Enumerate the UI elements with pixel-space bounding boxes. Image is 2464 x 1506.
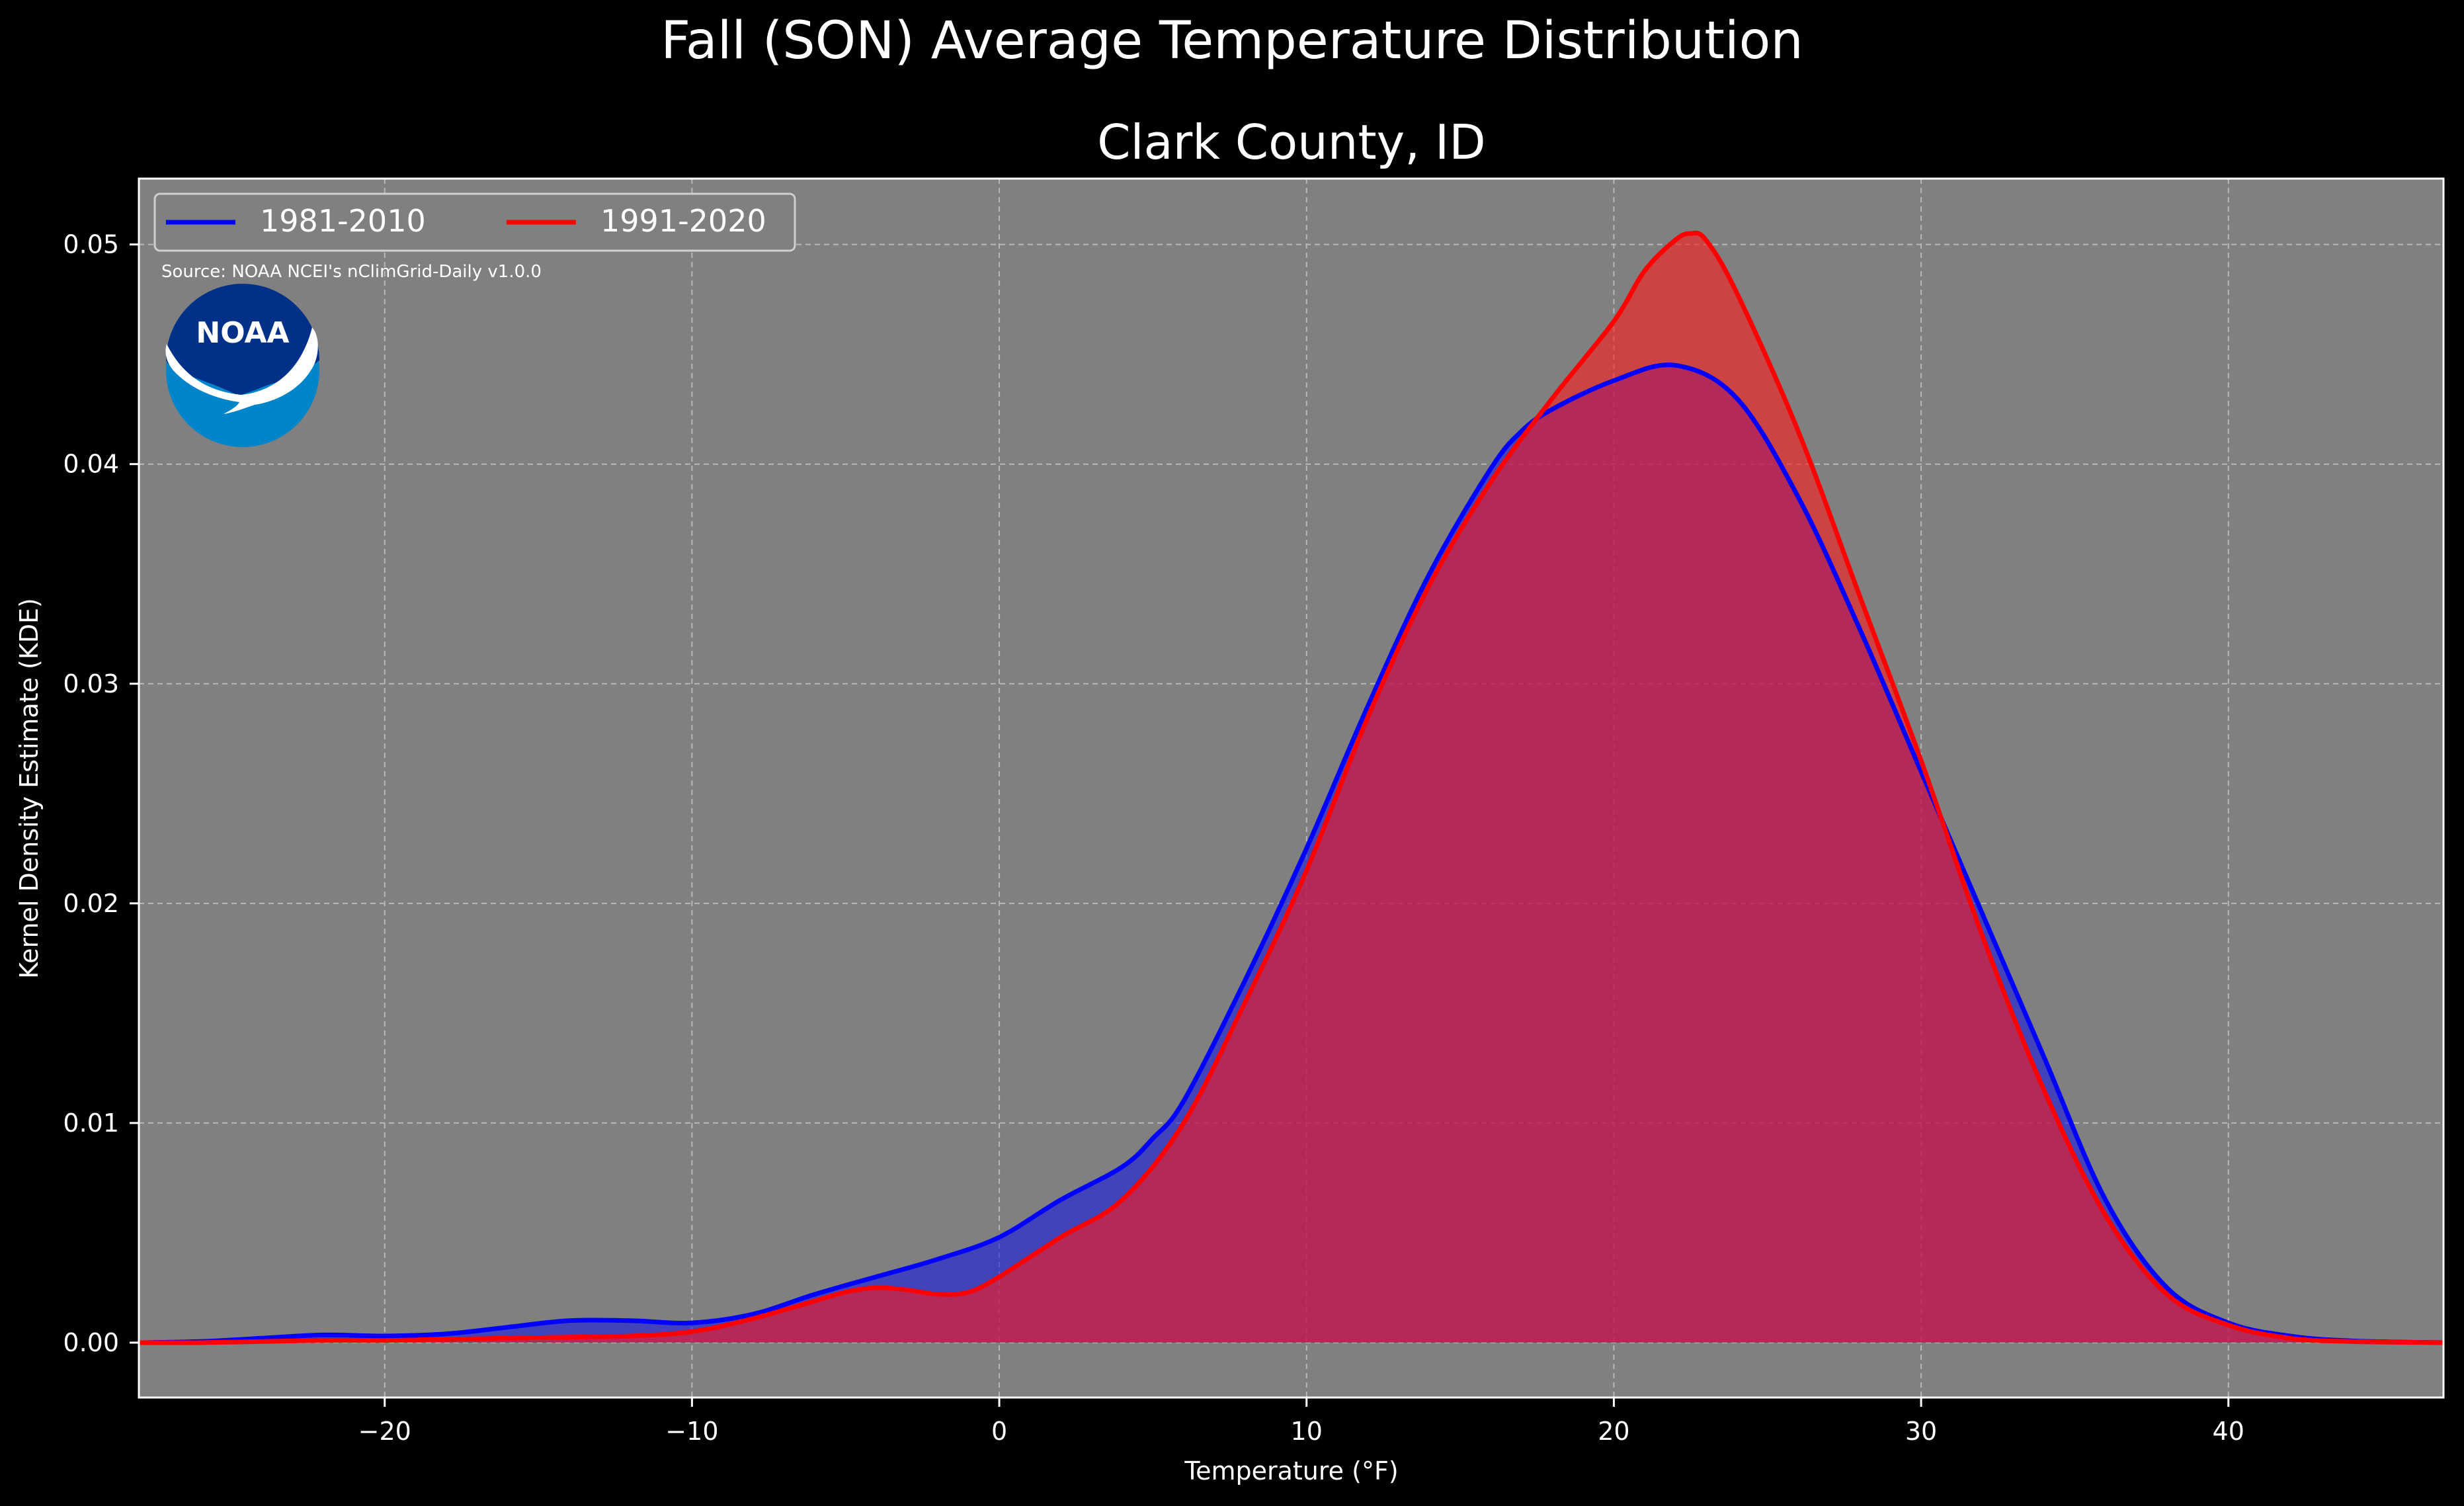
y-tick-label: 0.00 xyxy=(63,1328,119,1357)
x-tick-label: −20 xyxy=(358,1417,411,1446)
plot-frame xyxy=(138,177,2445,1399)
legend-box xyxy=(153,192,796,252)
y-axis-label: Kernel Density Estimate (KDE) xyxy=(15,598,44,979)
x-tick-label: 40 xyxy=(2213,1417,2244,1446)
series-line-1991-2020 xyxy=(138,230,2444,1345)
chart-subtitle: Clark County, ID xyxy=(1097,114,1485,170)
noaa-logo-text: NOAA xyxy=(196,316,289,350)
y-tick-label: 0.01 xyxy=(63,1109,119,1138)
legend: 1981-2010 1991-2020 xyxy=(153,192,796,252)
area-fills xyxy=(139,233,2443,1343)
y-tick-label: 0.04 xyxy=(63,450,119,479)
x-axis-ticks: −20 −10 0 10 20 30 40 xyxy=(358,1398,2244,1446)
noaa-logo-icon: NOAA xyxy=(165,284,319,447)
legend-label-1991-2020: 1991-2020 xyxy=(600,203,766,239)
series-lines xyxy=(138,230,2444,1345)
series-line-1981-2010 xyxy=(138,362,2444,1345)
y-tick-label: 0.05 xyxy=(63,230,119,259)
x-tick-label: 30 xyxy=(1905,1417,1937,1446)
source-note: Source: NOAA NCEI's nClimGrid-Daily v1.0… xyxy=(161,262,542,282)
x-tick-label: 20 xyxy=(1598,1417,1629,1446)
x-tick-label: 0 xyxy=(991,1417,1007,1446)
y-tick-label: 0.02 xyxy=(63,889,119,918)
area-fill-1991-2020 xyxy=(139,233,2443,1343)
y-tick-label: 0.03 xyxy=(63,669,119,698)
x-axis-label: Temperature (°F) xyxy=(1184,1456,1398,1485)
y-axis-ticks: 0.00 0.01 0.02 0.03 0.04 0.05 xyxy=(63,230,139,1357)
x-tick-label: −10 xyxy=(665,1417,718,1446)
chart-title: Fall (SON) Average Temperature Distribut… xyxy=(661,11,1803,71)
x-tick-label: 10 xyxy=(1291,1417,1323,1446)
legend-label-1981-2010: 1981-2010 xyxy=(260,203,426,239)
